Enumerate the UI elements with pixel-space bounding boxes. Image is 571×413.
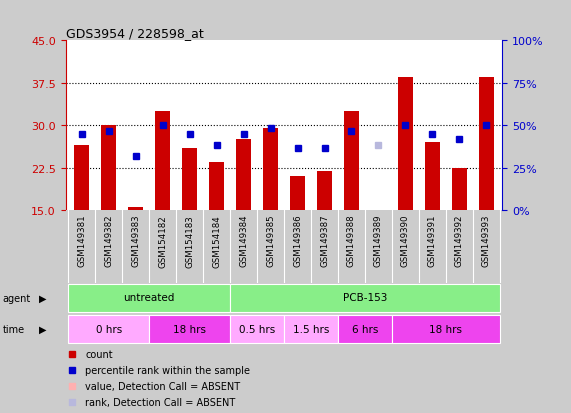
Bar bbox=[69, 285, 230, 312]
Text: ▶: ▶ bbox=[39, 293, 47, 304]
Bar bbox=[182, 149, 197, 211]
Text: GSM149387: GSM149387 bbox=[320, 214, 329, 267]
Bar bbox=[317, 171, 332, 211]
Bar bbox=[74, 146, 89, 211]
Text: GSM154182: GSM154182 bbox=[158, 214, 167, 267]
Bar bbox=[230, 316, 284, 343]
Text: GSM149388: GSM149388 bbox=[347, 214, 356, 267]
Text: agent: agent bbox=[3, 293, 31, 304]
Bar bbox=[263, 129, 278, 211]
Text: count: count bbox=[85, 349, 113, 359]
Bar bbox=[452, 169, 467, 211]
Text: rank, Detection Call = ABSENT: rank, Detection Call = ABSENT bbox=[85, 397, 236, 408]
Bar bbox=[344, 112, 359, 211]
Text: GSM149390: GSM149390 bbox=[401, 214, 410, 267]
Bar bbox=[290, 177, 305, 211]
Text: GSM149392: GSM149392 bbox=[455, 214, 464, 267]
Bar bbox=[398, 78, 413, 211]
Text: 1.5 hrs: 1.5 hrs bbox=[293, 324, 329, 334]
Bar bbox=[392, 316, 500, 343]
Bar bbox=[149, 316, 230, 343]
Text: untreated: untreated bbox=[123, 293, 175, 303]
Bar bbox=[155, 112, 170, 211]
Bar bbox=[338, 316, 392, 343]
Text: value, Detection Call = ABSENT: value, Detection Call = ABSENT bbox=[85, 382, 240, 392]
Text: GSM149383: GSM149383 bbox=[131, 214, 140, 267]
Text: GSM149386: GSM149386 bbox=[293, 214, 302, 267]
Text: 6 hrs: 6 hrs bbox=[352, 324, 378, 334]
Text: GSM149391: GSM149391 bbox=[428, 214, 437, 267]
Text: PCB-153: PCB-153 bbox=[343, 293, 387, 303]
Text: 18 hrs: 18 hrs bbox=[173, 324, 206, 334]
Text: ▶: ▶ bbox=[39, 324, 47, 335]
Bar bbox=[102, 126, 116, 211]
Text: 0.5 hrs: 0.5 hrs bbox=[239, 324, 275, 334]
Text: time: time bbox=[3, 324, 25, 335]
Bar bbox=[209, 163, 224, 211]
Text: percentile rank within the sample: percentile rank within the sample bbox=[85, 366, 250, 375]
Text: GSM149384: GSM149384 bbox=[239, 214, 248, 267]
Text: GSM149393: GSM149393 bbox=[482, 214, 491, 267]
Bar bbox=[128, 208, 143, 211]
Text: GSM149385: GSM149385 bbox=[266, 214, 275, 267]
Bar bbox=[236, 140, 251, 211]
Text: GSM154183: GSM154183 bbox=[185, 214, 194, 267]
Text: 18 hrs: 18 hrs bbox=[429, 324, 463, 334]
Text: GSM149389: GSM149389 bbox=[374, 214, 383, 267]
Bar bbox=[69, 316, 149, 343]
Text: GSM149381: GSM149381 bbox=[77, 214, 86, 267]
Text: GSM149382: GSM149382 bbox=[104, 214, 113, 267]
Text: 0 hrs: 0 hrs bbox=[96, 324, 122, 334]
Bar bbox=[230, 285, 500, 312]
Text: GSM154184: GSM154184 bbox=[212, 214, 221, 267]
Bar bbox=[479, 78, 494, 211]
Text: GDS3954 / 228598_at: GDS3954 / 228598_at bbox=[66, 27, 203, 40]
Bar bbox=[425, 143, 440, 211]
Bar bbox=[284, 316, 338, 343]
